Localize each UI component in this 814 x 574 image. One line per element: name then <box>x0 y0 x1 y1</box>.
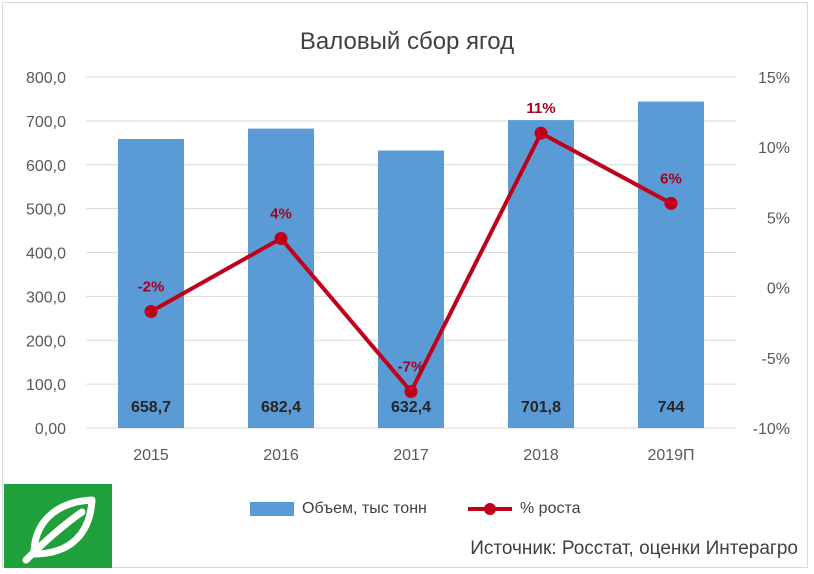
chart-title: Валовый сбор ягод <box>299 28 515 55</box>
legend-item-volume: Объем, тыс тонн <box>250 500 427 518</box>
growth-point-2016 <box>274 231 288 245</box>
growth-value-label: 11% <box>526 100 555 117</box>
bar-value-label: 682,4 <box>261 399 301 416</box>
bar-value-label: 701,8 <box>521 399 561 416</box>
growth-value-label: -7% <box>398 358 425 375</box>
legend-swatch-bar <box>250 502 294 516</box>
y-right-tick-label: -5% <box>762 351 790 368</box>
growth-value-label: -2% <box>138 278 165 295</box>
legend-swatch-line <box>468 502 512 516</box>
y-left-tick-label: 300,0 <box>26 289 66 306</box>
y-left-tick-label: 700,0 <box>26 114 66 131</box>
y-right-tick-label: 5% <box>767 210 790 227</box>
y-left-tick-label: 600,0 <box>26 158 66 175</box>
growth-point-2015 <box>144 304 158 318</box>
y-right-tick-label: -10% <box>753 421 790 438</box>
growth-point-2017 <box>404 384 418 398</box>
legend-item-growth: % роста <box>468 500 581 518</box>
y-left-tick-label: 100,0 <box>26 377 66 394</box>
bar-value-label: 658,7 <box>131 399 171 416</box>
bar-2016 <box>248 128 314 429</box>
bar-2017 <box>378 150 444 429</box>
y-left-tick-label: 400,0 <box>26 246 66 263</box>
y-left-tick-label: 200,0 <box>26 333 66 350</box>
y-left-tick-label: 0,00 <box>35 421 66 438</box>
bar-value-label: 632,4 <box>391 399 431 416</box>
x-tick-label: 2016 <box>263 447 299 464</box>
growth-point-2018 <box>534 126 548 140</box>
bar-2015 <box>118 138 184 429</box>
x-tick-label: 2017 <box>393 447 429 464</box>
y-left-tick-label: 500,0 <box>26 202 66 219</box>
source-note: Источник: Росстат, оценки Интерагро <box>470 538 798 559</box>
growth-point-2019П <box>664 196 678 210</box>
chart-frame <box>2 2 808 568</box>
growth-value-label: 6% <box>660 170 682 187</box>
bar-2018 <box>508 120 574 428</box>
y-right-tick-label: 0% <box>767 281 790 298</box>
x-tick-label: 2019П <box>647 447 694 464</box>
y-right-tick-label: 15% <box>758 70 790 87</box>
legend-label-growth: % роста <box>520 500 581 517</box>
y-right-tick-label: 10% <box>758 140 790 157</box>
growth-value-label: 4% <box>270 205 292 222</box>
legend-label-volume: Объем, тыс тонн <box>302 500 427 517</box>
bar-2019П <box>638 101 704 428</box>
x-tick-label: 2015 <box>133 447 169 464</box>
leaf-icon <box>4 484 112 568</box>
x-tick-label: 2018 <box>523 447 559 464</box>
bar-value-label: 744 <box>658 399 685 416</box>
y-left-tick-label: 800,0 <box>26 70 66 87</box>
